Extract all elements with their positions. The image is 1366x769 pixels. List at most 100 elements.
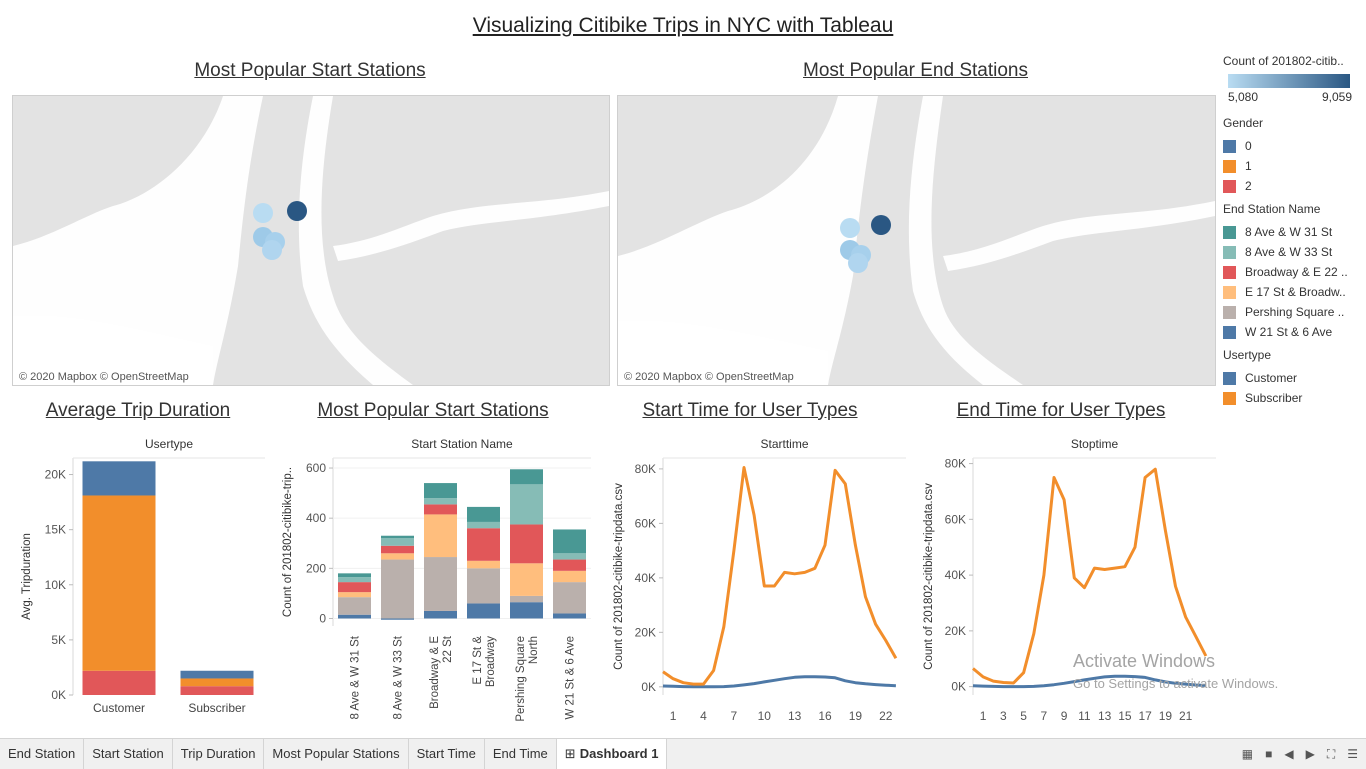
y-tick-label: 20K — [45, 468, 66, 482]
bar-segment — [553, 613, 586, 619]
bar-segment — [338, 582, 371, 593]
y-axis-label: Count of 201802-citibike-tripdata.csv — [923, 483, 935, 670]
x-tick-label: 5 — [1020, 709, 1027, 723]
sheet-tab[interactable]: End Time — [485, 739, 557, 769]
prev-sheet-icon[interactable]: ◀ — [1284, 747, 1294, 761]
bar-segment — [381, 535, 414, 539]
station-legend-item[interactable]: Pershing Square .. — [1223, 302, 1363, 322]
x-tick-label: 1 — [980, 709, 987, 723]
sheet-tab[interactable]: End Station — [0, 739, 85, 769]
x-tick-label: 22 — [879, 709, 893, 723]
watermark-line2: Go to Settings to activate Windows. — [1073, 676, 1279, 691]
bay-water — [13, 315, 213, 385]
start-map-canvas — [13, 96, 609, 385]
legend-swatch — [1223, 391, 1236, 405]
sheet-tab-label: Most Popular Stations — [272, 746, 400, 761]
bar-segment — [424, 557, 457, 611]
sound-water — [943, 201, 1215, 271]
bar-segment — [467, 568, 500, 604]
legend-swatch — [1223, 139, 1236, 153]
y-axis-label: Avg. Tripduration — [21, 533, 33, 620]
dashboard-title: Visualizing Citibike Trips in NYC with T… — [472, 14, 894, 37]
gender-legend-item[interactable]: 0 — [1223, 136, 1363, 156]
end-stations-map[interactable]: © 2020 Mapbox © OpenStreetMap — [617, 95, 1216, 386]
bar-segment — [381, 553, 414, 560]
bay-water — [618, 320, 828, 385]
bar-segment — [82, 461, 156, 496]
y-axis-label: Count of 201802-citibike-tripdata.csv — [613, 483, 625, 670]
trip-duration-chart[interactable]: Usertype Avg. Tripduration 0K 5K 10K 15K 20K Cu… — [10, 430, 270, 730]
station-legend-item[interactable]: W 21 St & 6 Ave — [1223, 322, 1363, 342]
y-tick-label: 0K — [51, 688, 66, 702]
station-dot[interactable] — [253, 203, 273, 223]
x-category-label-group: 8 Ave & W 33 St — [393, 635, 405, 719]
station-dot[interactable] — [287, 201, 307, 221]
legend-label: 2 — [1245, 179, 1252, 193]
stop-icon[interactable]: ■ — [1265, 747, 1273, 761]
bar-segment — [82, 495, 156, 671]
x-tick-label: 7 — [731, 709, 738, 723]
series-line-subscriber — [972, 467, 1208, 685]
station-dot[interactable] — [840, 218, 860, 238]
usertype-legend-item[interactable]: Customer — [1223, 368, 1363, 388]
popular-start-chart[interactable]: Start Station Name Count of 201802-citibi… — [275, 430, 595, 730]
bar-segment — [467, 603, 500, 619]
x-tick-label: 13 — [788, 709, 802, 723]
sheet-tab[interactable]: Trip Duration — [173, 739, 265, 769]
station-legend-item[interactable]: E 17 St & Broadw.. — [1223, 282, 1363, 302]
river-west — [13, 96, 263, 385]
station-dot[interactable] — [848, 253, 868, 273]
station-dot[interactable] — [262, 240, 282, 260]
sheet-tab[interactable]: ⊞ Dashboard 1 — [556, 739, 668, 769]
legend-swatch — [1223, 305, 1236, 319]
y-tick-label: 10K — [45, 578, 66, 592]
river-east — [908, 96, 1023, 385]
sheet-tab-label: End Time — [492, 746, 548, 761]
gender-legend-item[interactable]: 1 — [1223, 156, 1363, 176]
sheet-tab[interactable]: Start Station — [84, 739, 173, 769]
x-category-label: 8 Ave & W 33 St — [393, 635, 405, 719]
y-tick-label: 0K — [641, 680, 656, 694]
y-tick-label: 80K — [635, 462, 656, 476]
y-tick-label: 15K — [45, 523, 66, 537]
legend-panel: Count of 201802-citib.. 5,080 9,059 Gend… — [1223, 54, 1363, 408]
next-sheet-icon[interactable]: ▶ — [1305, 747, 1315, 761]
sheet-list-icon[interactable]: ☰ — [1347, 747, 1358, 761]
y-tick-label: 60K — [945, 512, 966, 526]
y-axis-label: Count of 201802-citibike-trip.. — [282, 467, 294, 617]
end-time-chart[interactable]: Stoptime Count of 201802-citibike-tripdat… — [910, 430, 1220, 730]
y-tick-label: 200 — [306, 561, 326, 575]
bar-segment — [510, 469, 543, 485]
x-category-label: Pershing Square — [515, 636, 527, 722]
sheet-tab[interactable]: Most Popular Stations — [264, 739, 409, 769]
y-tick-label: 80K — [945, 457, 966, 471]
station-legend-item[interactable]: Broadway & E 22 .. — [1223, 262, 1363, 282]
bar-segment — [510, 595, 543, 603]
legend-swatch — [1223, 245, 1236, 259]
bar-segment — [553, 553, 586, 560]
sheet-tab-label: End Station — [8, 746, 76, 761]
y-tick-label: 600 — [306, 461, 326, 475]
station-dot[interactable] — [871, 215, 891, 235]
grid-view-icon[interactable]: ▦ — [1241, 747, 1254, 761]
sheet-tab-label: Start Time — [416, 746, 476, 761]
start-map-title: Most Popular Start Stations — [194, 60, 426, 81]
usertype-legend-item[interactable]: Subscriber — [1223, 388, 1363, 408]
x-tick-label: 3 — [1000, 709, 1007, 723]
start-time-chart[interactable]: Starttime Count of 201802-citibike-tripda… — [600, 430, 910, 730]
legend-swatch — [1223, 325, 1236, 339]
sheet-tab[interactable]: Start Time — [409, 739, 485, 769]
chart-header: Start Station Name — [411, 437, 513, 451]
x-tick-label: 19 — [849, 709, 863, 723]
y-tick-label: 5K — [51, 633, 66, 647]
station-legend-item[interactable]: 8 Ave & W 31 St — [1223, 222, 1363, 242]
gender-legend-item[interactable]: 2 — [1223, 176, 1363, 196]
start-stations-map[interactable]: © 2020 Mapbox © OpenStreetMap — [12, 95, 610, 386]
map-credit: © 2020 Mapbox © OpenStreetMap — [19, 371, 189, 383]
station-legend-item[interactable]: 8 Ave & W 33 St — [1223, 242, 1363, 262]
series-line-subscriber — [662, 466, 898, 686]
x-category-label: W 21 St & 6 Ave — [565, 636, 577, 720]
trip-duration-title: Average Trip Duration — [45, 400, 231, 421]
legend-label: Broadway & E 22 .. — [1245, 265, 1348, 279]
fit-screen-icon[interactable]: ⛶ — [1326, 746, 1336, 761]
